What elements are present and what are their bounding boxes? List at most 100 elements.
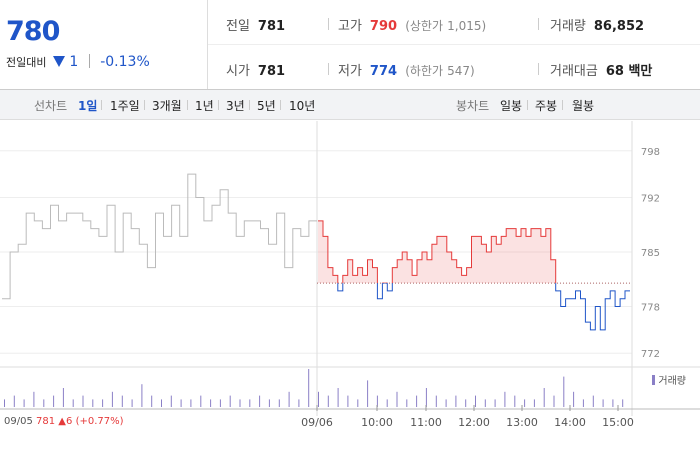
prev-close-label: 전일 <box>226 19 250 34</box>
divider <box>538 18 539 30</box>
volume-bar <box>131 399 133 407</box>
volume-bar <box>170 395 172 407</box>
volume-bar <box>455 395 457 407</box>
down-arrow-icon <box>52 56 65 67</box>
x-tick-label: 10:00 <box>361 416 393 429</box>
volume-bar <box>278 399 280 407</box>
volume-bar <box>308 369 310 407</box>
volume-bar <box>425 388 427 407</box>
volume-bar <box>288 391 290 407</box>
prev-day-date: 09/05 <box>4 416 33 427</box>
volume-bar <box>376 395 378 407</box>
lower-limit-value: 547) <box>447 64 475 78</box>
volume-bar <box>445 399 447 407</box>
y-tick-label: 778 <box>641 303 660 314</box>
volume-bar <box>190 399 192 407</box>
x-tick-label: 12:00 <box>458 416 490 429</box>
volume-bar <box>121 395 123 407</box>
divider <box>187 100 188 110</box>
divider <box>218 100 219 110</box>
tab-1-year[interactable]: 1년 <box>195 99 214 113</box>
volume-bar <box>141 384 143 407</box>
volume-bar <box>151 395 153 407</box>
amount-value: 68 백만 <box>605 64 653 79</box>
divider <box>538 63 539 75</box>
tab-3-years[interactable]: 3년 <box>226 99 245 113</box>
volume-bar <box>4 399 5 407</box>
volume-bar <box>298 399 300 407</box>
volume-bar <box>13 395 15 407</box>
volume-bar <box>563 376 565 407</box>
volume-bar <box>484 399 486 407</box>
volume-bar <box>229 395 231 407</box>
divider <box>562 100 563 110</box>
tab-5-years[interactable]: 5년 <box>257 99 276 113</box>
divider <box>328 18 329 30</box>
tab-1-day[interactable]: 1일 <box>78 99 98 113</box>
volume-bar <box>219 399 221 407</box>
chart-canvas: 798 792 785 778 772 09/06 10:00 11:00 12:00 13:00… <box>0 121 700 429</box>
open-label: 시가 <box>226 64 250 79</box>
chart-tab-bar: 선차트 1일 1주일 3개월 1년 3년 5년 10년 봉차트 일봉 주봉 월봉 <box>0 90 700 120</box>
volume-legend: 거래량 <box>652 372 686 387</box>
open-value: 781 <box>257 64 286 79</box>
up-arrow-icon: ▲ <box>58 416 66 427</box>
prev-close-value: 781 <box>257 19 286 34</box>
volume-bar <box>416 395 418 407</box>
divider <box>328 63 329 75</box>
tab-daily-candle[interactable]: 일봉 <box>500 99 523 113</box>
upper-limit-value: 1,015) <box>447 19 487 33</box>
change-value: 1 <box>69 54 79 70</box>
volume-bar <box>102 399 104 407</box>
prev-day-change: 6 <box>66 416 73 427</box>
divider <box>101 100 102 110</box>
y-tick-label: 792 <box>641 194 660 205</box>
tab-3-months[interactable]: 3개월 <box>152 99 182 113</box>
volume-label: 거래량 <box>550 19 586 34</box>
low-stat: 저가 774 (하한가 547) <box>338 60 475 79</box>
amount-stat: 거래대금 68 백만 <box>550 60 652 79</box>
volume-bar <box>622 399 624 407</box>
volume-bar <box>180 399 182 407</box>
tab-10-years[interactable]: 10년 <box>289 99 316 113</box>
stock-header: 780 전일대비 1 -0.13% 전일 781 고가 790 (상한가 1,015… <box>0 0 700 90</box>
upper-limit-label: (상한가 <box>405 19 444 33</box>
prev-day-price: 781 <box>36 416 56 427</box>
divider <box>88 54 90 68</box>
x-tick-label: 15:00 <box>602 416 634 429</box>
divider <box>144 100 145 110</box>
x-tick-label: 09/06 <box>301 416 333 429</box>
lower-limit-label: (하한가 <box>405 64 444 78</box>
volume-bar <box>210 399 212 407</box>
volume-bar <box>23 399 25 407</box>
volume-bar <box>592 395 594 407</box>
prev-day-series-line <box>2 173 317 300</box>
volume-legend-label: 거래량 <box>658 376 686 387</box>
volume-bar <box>43 399 45 407</box>
prev-day-pct: (+0.77%) <box>75 416 124 427</box>
high-label: 고가 <box>338 19 362 34</box>
volume-swatch <box>652 375 656 385</box>
candle-chart-title: 봉차트 <box>456 99 490 113</box>
volume-bar <box>249 399 251 407</box>
tab-weekly-candle[interactable]: 주봉 <box>535 99 558 113</box>
volume-bar <box>435 395 437 407</box>
volume-bar <box>475 395 476 407</box>
change-percent: -0.13% <box>100 54 150 70</box>
price-chart: 798 792 785 778 772 09/06 10:00 11:00 12:00 13:00… <box>0 121 700 450</box>
volume-bar <box>533 399 535 407</box>
volume-bar <box>396 391 398 407</box>
divider <box>249 100 250 110</box>
volume-bar <box>318 391 319 407</box>
volume-bar <box>92 399 94 407</box>
volume-bar <box>406 399 408 407</box>
y-tick-label: 798 <box>641 147 660 158</box>
low-label: 저가 <box>338 64 362 79</box>
tab-monthly-candle[interactable]: 월봉 <box>572 99 595 113</box>
volume-bar <box>524 399 526 407</box>
tab-1-week[interactable]: 1주일 <box>110 99 140 113</box>
volume-bar <box>239 399 241 407</box>
volume-bar <box>602 399 604 407</box>
divider <box>208 44 700 45</box>
volume-bar <box>465 399 467 407</box>
